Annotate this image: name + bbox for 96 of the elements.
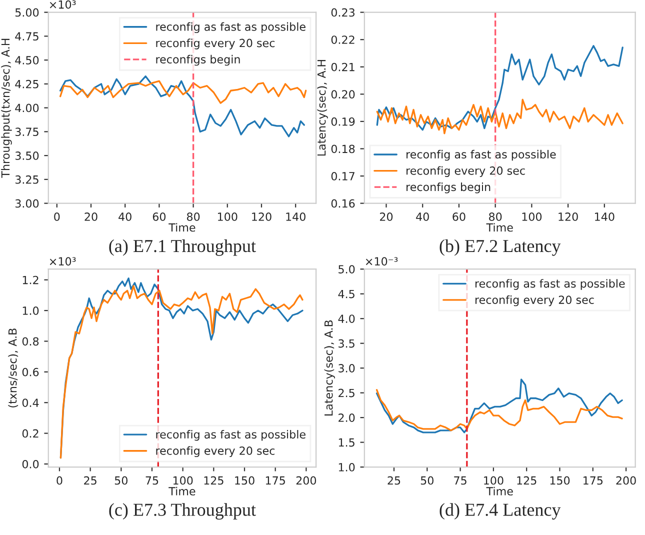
text: (d) E7.4 Latency <box>440 503 561 520</box>
x-tick-label: 120 <box>252 212 272 221</box>
y-tick-label: 0.8 <box>22 337 39 346</box>
y-tick-label: 0.18 <box>331 144 355 154</box>
x-tick-label: 80 <box>186 212 200 221</box>
y-tick-label: 3.5 <box>338 339 354 348</box>
y-tick-label: 2.0 <box>338 414 355 422</box>
y-tick-label: 0.21 <box>331 62 354 72</box>
x-tick-label: 150 <box>550 476 570 485</box>
y-tick-label: 0.4 <box>22 398 39 407</box>
x-tick-label: 175 <box>584 476 603 485</box>
y-tick-label: 1.0 <box>22 306 39 315</box>
y-tick-label: 0.16 <box>331 199 355 208</box>
y-tick-label: 0.17 <box>331 172 354 180</box>
x-tick-label: 75 <box>146 476 158 485</box>
y-tick-label: 0.6 <box>22 368 39 376</box>
x-tick-label: 120 <box>558 212 578 221</box>
line-series <box>376 45 624 131</box>
x-tick-label: 60 <box>452 212 466 221</box>
x-tick-label: 60 <box>152 212 166 221</box>
x-tick-label: 125 <box>517 476 536 485</box>
x-tick-label: 40 <box>416 212 429 221</box>
x-tick-label: 75 <box>454 476 466 485</box>
x-tick-label: 175 <box>266 476 285 485</box>
text: ×10⁻³ <box>366 257 398 266</box>
x-tick-label: 0 <box>56 476 62 485</box>
x-tick-label: 20 <box>380 212 393 221</box>
y-tick-label: 1.2 <box>22 276 38 284</box>
y-tick-label: 1.0 <box>338 463 355 472</box>
line-series <box>59 80 307 104</box>
x-tick-label: 50 <box>420 476 434 485</box>
y-tick-label: 3.25 <box>15 175 38 184</box>
text: (b) E7.2 Latency <box>440 239 561 256</box>
y-tick-label: 3.50 <box>15 152 39 160</box>
x-axis-title: Time <box>168 486 196 496</box>
y-tick-label: 0.22 <box>331 36 354 44</box>
x-axis-title: Time <box>486 223 513 232</box>
y-tick-label: 3.75 <box>15 128 38 136</box>
y-tick-label: 0.2 <box>22 429 38 438</box>
legend-label: reconfig as fast as possible <box>476 279 625 290</box>
x-tick-label: 100 <box>522 212 542 221</box>
x-axis-title: Time <box>486 486 513 496</box>
line-series <box>59 75 305 138</box>
x-tick-label: 200 <box>296 476 316 485</box>
line-series <box>376 389 623 432</box>
line-series <box>376 98 624 134</box>
y-tick-label: 1.5 <box>338 438 354 447</box>
text: ×10³ <box>50 257 76 266</box>
x-tick-label: 50 <box>114 476 128 485</box>
y-axis-title: Latency(sec), A.B <box>324 320 335 416</box>
y-tick-label: 4.00 <box>15 104 39 112</box>
x-tick-label: 100 <box>484 476 504 485</box>
y-tick-label: 0.19 <box>331 117 355 126</box>
ref-line-label: reconfigs begin <box>156 54 240 66</box>
legend-label: reconfig every 20 sec <box>476 295 594 306</box>
legend-label: reconfig as fast as possible <box>406 150 556 161</box>
x-tick-label: 200 <box>616 476 636 485</box>
legend-label: reconfig every 20 sec <box>156 38 275 50</box>
x-tick-label: 20 <box>84 212 98 221</box>
x-tick-label: 140 <box>286 212 306 221</box>
x-tick-label: 25 <box>84 476 96 485</box>
x-tick-label: 100 <box>218 212 238 221</box>
x-tick-label: 80 <box>489 212 502 221</box>
y-tick-label: 5.00 <box>15 8 39 17</box>
y-tick-label: 2.5 <box>338 388 354 398</box>
y-tick-label: 4.50 <box>15 56 39 64</box>
legend-label: reconfig every 20 sec <box>406 166 525 177</box>
legend-label: reconfig as fast as possible <box>156 22 306 34</box>
text: ×10³ <box>50 0 76 9</box>
legend-label: reconfig every 20 sec <box>156 446 275 458</box>
x-axis-title: Time <box>168 223 196 232</box>
y-axis-title: Latency(sec), A.H <box>317 60 328 156</box>
x-tick-label: 140 <box>595 212 614 221</box>
y-tick-label: 4.0 <box>338 314 355 323</box>
x-tick-label: 125 <box>204 476 224 485</box>
y-axis-title: Throughput(txn/sec), A.H <box>1 38 12 178</box>
y-tick-label: 4.75 <box>15 32 38 41</box>
text: (c) E7.3 Throughput <box>109 503 256 520</box>
x-tick-label: 100 <box>173 476 193 485</box>
text: (a) E7.1 Throughput <box>109 239 256 256</box>
x-tick-label: 40 <box>118 212 132 221</box>
y-tick-label: 0.20 <box>331 90 355 99</box>
x-tick-label: 150 <box>235 476 254 485</box>
line-series <box>376 378 623 434</box>
y-tick-label: 3.00 <box>15 199 39 208</box>
y-axis-title: (txns/sec), A.B <box>8 328 18 408</box>
y-tick-label: 4.5 <box>338 290 354 298</box>
y-tick-label: 4.25 <box>15 80 38 88</box>
x-tick-label: 25 <box>388 476 400 485</box>
legend-label: reconfig as fast as possible <box>156 430 306 441</box>
y-tick-label: 3.0 <box>338 364 355 372</box>
y-tick-label: 0.23 <box>331 8 355 17</box>
x-tick-label: 0 <box>54 212 60 221</box>
ref-line-label: reconfigs begin <box>406 182 490 194</box>
y-tick-label: 5.0 <box>338 265 355 274</box>
y-tick-label: 0.0 <box>22 460 39 468</box>
